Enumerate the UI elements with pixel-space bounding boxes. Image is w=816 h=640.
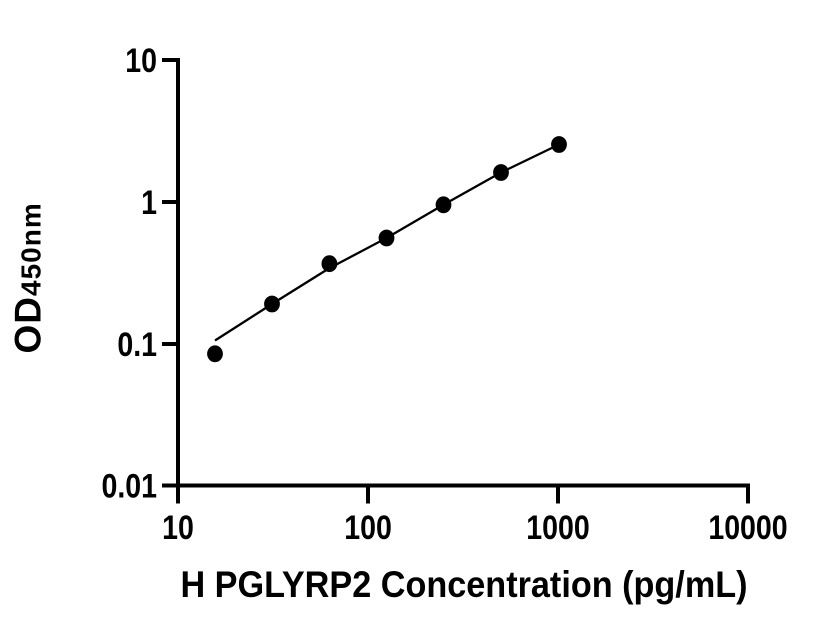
svg-text:10: 10 [125, 42, 157, 80]
svg-text:0.1: 0.1 [117, 326, 157, 364]
svg-text:10: 10 [162, 509, 194, 547]
svg-text:H PGLYRP2 Concentration (pg/mL: H PGLYRP2 Concentration (pg/mL) [180, 564, 747, 606]
svg-text:1: 1 [141, 184, 157, 222]
svg-text:OD450nm: OD450nm [7, 202, 48, 353]
svg-text:10000: 10000 [708, 509, 787, 547]
svg-text:0.01: 0.01 [101, 467, 157, 505]
svg-text:1000: 1000 [526, 509, 590, 547]
svg-text:100: 100 [344, 509, 392, 547]
